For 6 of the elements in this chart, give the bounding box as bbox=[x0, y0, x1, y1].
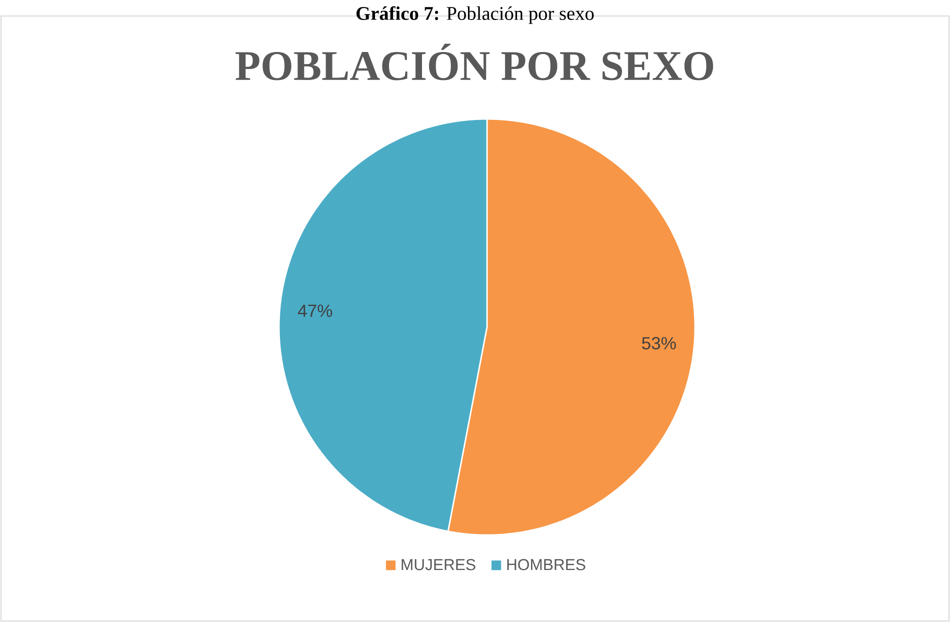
data-label: 47% bbox=[298, 304, 332, 317]
data-label: 53% bbox=[642, 337, 676, 350]
text: Gráfico 7: Población por sexo bbox=[356, 6, 594, 24]
chart-title: POBLACIÓN POR SEXO bbox=[236, 44, 714, 80]
legend-label: MUJERES bbox=[402, 559, 476, 570]
legend-label: HOMBRES bbox=[507, 559, 586, 570]
